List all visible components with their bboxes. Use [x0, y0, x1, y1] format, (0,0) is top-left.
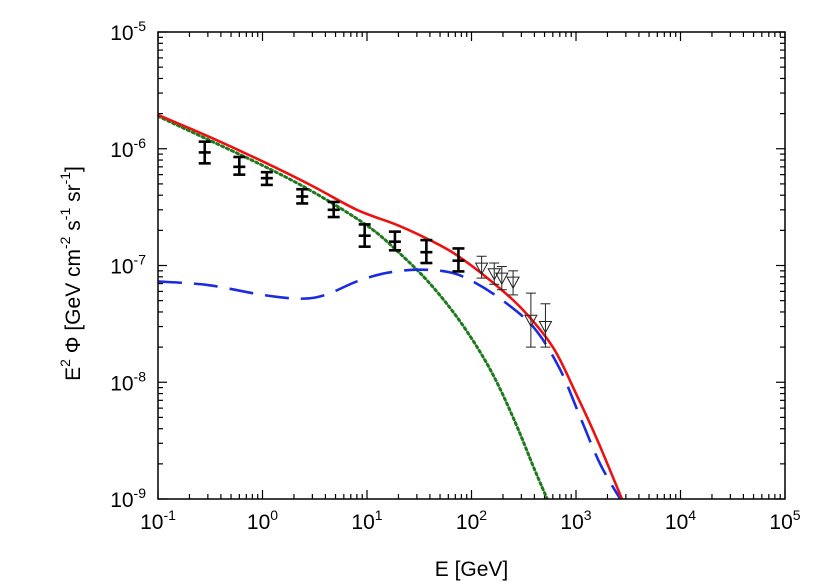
errorbar-group — [198, 140, 553, 348]
series-line-solid — [158, 113, 624, 499]
series-line-dotted — [158, 114, 549, 499]
y-tick-label: 10-9 — [110, 485, 146, 512]
data-point-errorbar — [233, 155, 246, 176]
y-tick-label: 10-6 — [110, 135, 146, 162]
x-tick-label: 102 — [456, 507, 487, 534]
data-point-errorbar — [358, 223, 371, 248]
data-point-triangle — [524, 292, 538, 348]
data-point-errorbar — [388, 230, 401, 252]
y-tick-label: 10-7 — [110, 252, 146, 279]
x-tick-label: 105 — [769, 507, 800, 534]
plot-frame — [157, 31, 786, 500]
y-tick-label: 10-8 — [110, 368, 146, 395]
data-point-triangle — [487, 262, 502, 285]
data-point-triangle — [506, 270, 520, 296]
data-point-errorbar — [296, 187, 309, 205]
data-point-errorbar — [420, 238, 433, 265]
x-tick-label: 100 — [247, 507, 278, 534]
x-tick-label: 104 — [665, 507, 696, 534]
series-group — [158, 113, 624, 499]
y-axis-label: E2 Φ [GeV cm-2 s-1 sr-1] — [57, 166, 85, 381]
data-point-errorbar — [260, 170, 273, 187]
data-point-triangle — [538, 303, 553, 348]
data-point-triangle — [474, 255, 489, 279]
series-line-dashed — [158, 268, 622, 499]
x-tick-label: 101 — [351, 507, 382, 534]
data-point-errorbar — [452, 247, 465, 273]
x-tick-label: 103 — [560, 507, 591, 534]
y-tick-label: 10-5 — [110, 18, 146, 45]
x-axis-label: E [GeV] — [435, 558, 509, 581]
tick-labels: 10-1 100 101 102 103 104 105 10-9 10-8 10-7 10-6 10… — [110, 18, 801, 534]
x-tick-label: 10-1 — [140, 507, 176, 534]
data-point-triangle — [494, 266, 509, 291]
data-point-errorbar — [198, 140, 211, 165]
data-point-errorbar — [327, 200, 340, 219]
axis-ticks — [157, 31, 786, 500]
